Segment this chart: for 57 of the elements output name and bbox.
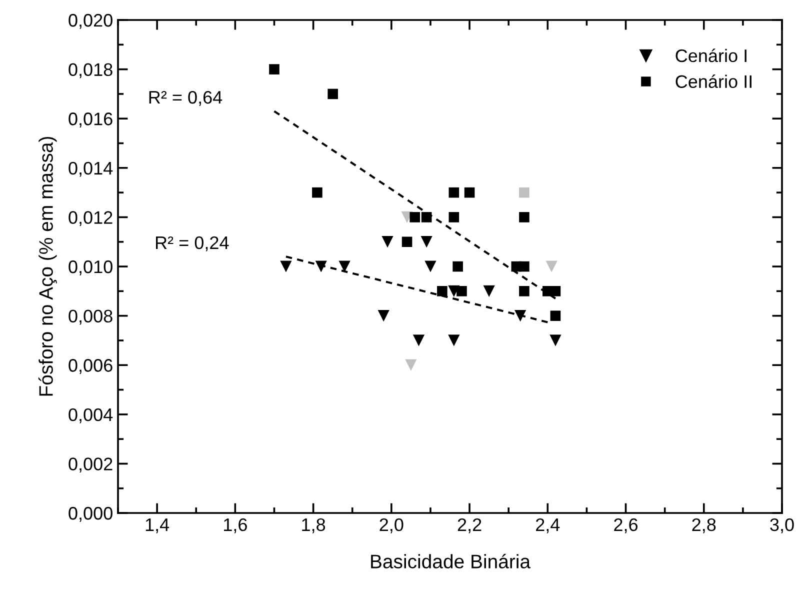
- x-tick-label: 3,0: [770, 518, 794, 534]
- point: [312, 187, 322, 198]
- point: [448, 187, 460, 198]
- legend-label: Cenário II: [676, 74, 752, 88]
- y-tick-label: 0,006: [68, 359, 112, 374]
- point: [456, 286, 467, 296]
- point: [328, 88, 338, 100]
- point: [550, 286, 561, 296]
- point: [483, 285, 495, 297]
- x-tick-label: 2,4: [536, 518, 560, 534]
- legend-label: Cenário I: [676, 48, 746, 62]
- y-tick-label: 0,016: [68, 112, 112, 128]
- x-tick-label: 2,2: [458, 518, 482, 534]
- x-tick-label: 1,6: [224, 518, 247, 534]
- y-tick-label: 0,000: [68, 506, 112, 522]
- point: [382, 236, 394, 248]
- point: [378, 310, 390, 322]
- y-tick-label: 0,010: [68, 260, 112, 276]
- point: [402, 236, 412, 247]
- x-tick-label: 2,8: [692, 518, 716, 534]
- x-axis-title: Basicidade Binária: [371, 554, 531, 568]
- point: [448, 334, 460, 346]
- y-tick-label: 0,002: [68, 458, 112, 473]
- y-tick-label: 0,014: [68, 162, 113, 177]
- point: [269, 64, 280, 74]
- point: [448, 212, 460, 222]
- point: [315, 260, 327, 272]
- point: [464, 187, 475, 198]
- point: [519, 212, 530, 222]
- y-tick-label: 0,012: [68, 211, 112, 226]
- point: [421, 212, 432, 222]
- y-tick-label: 0,004: [68, 408, 113, 424]
- point: [437, 286, 448, 296]
- point: [519, 261, 530, 272]
- x-tick-label: 1,4: [146, 518, 170, 534]
- point: [519, 286, 530, 296]
- x-tick-label: 2,6: [614, 518, 638, 534]
- point: [514, 310, 526, 322]
- point: [452, 261, 463, 272]
- point: [420, 236, 432, 248]
- point: [405, 359, 417, 371]
- point: [424, 260, 436, 272]
- y-tick-label: 0,008: [68, 310, 112, 325]
- point: [550, 334, 562, 346]
- point: [410, 212, 420, 222]
- annotation: R² = 0,24: [156, 236, 229, 252]
- point: [546, 260, 558, 272]
- x-tick-label: 2,0: [380, 518, 404, 534]
- y-axis-title: Fósforo no Aço (% em massa): [38, 136, 57, 396]
- y-tick-label: 0,020: [68, 14, 112, 29]
- point: [412, 334, 425, 346]
- y-tick-label: 0,018: [68, 63, 112, 78]
- annotation: R² = 0,64: [149, 90, 222, 106]
- point: [550, 310, 561, 321]
- point: [280, 260, 292, 272]
- point: [519, 187, 530, 198]
- x-tick-label: 1,8: [302, 518, 326, 534]
